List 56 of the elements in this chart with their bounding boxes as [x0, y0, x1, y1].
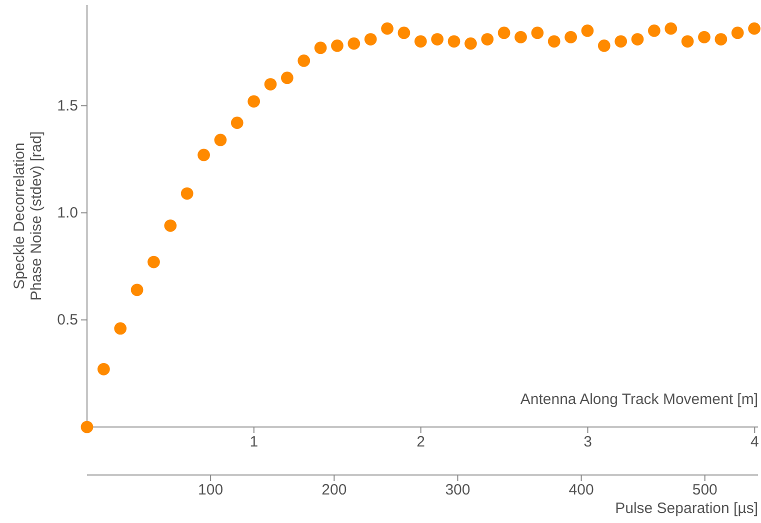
x2-tick-label: 1: [250, 434, 258, 451]
point: [148, 256, 160, 268]
x2-tick-label: 2: [416, 434, 426, 451]
point: [514, 30, 527, 44]
point: [664, 22, 678, 35]
y-tick-label: 0.5: [57, 312, 78, 329]
point: [531, 26, 544, 40]
point: [164, 219, 177, 232]
y-tick-label: 1.0: [57, 204, 78, 222]
point: [214, 134, 227, 146]
point: [281, 72, 294, 84]
point: [464, 37, 477, 50]
point: [548, 35, 560, 48]
point: [731, 26, 744, 40]
point: [448, 35, 460, 48]
x2-tick-label: 4: [750, 434, 759, 451]
point: [130, 284, 144, 296]
point: [264, 78, 277, 90]
point: [714, 33, 728, 46]
point: [648, 24, 660, 37]
point: [431, 33, 444, 46]
point: [614, 35, 628, 48]
point: [180, 187, 194, 200]
point: [414, 35, 427, 48]
x-tick-label: 100: [198, 482, 224, 499]
point: [298, 54, 310, 67]
x2-axis-title: Antenna Along Track Movement [m]: [520, 391, 758, 408]
point: [498, 26, 510, 40]
point: [381, 22, 394, 35]
point: [364, 33, 377, 46]
point: [631, 33, 644, 46]
point: [598, 40, 610, 52]
point: [681, 35, 694, 48]
point: [198, 148, 210, 162]
x-tick-label: 400: [568, 482, 594, 499]
point: [398, 26, 410, 40]
point: [248, 95, 260, 108]
point: [114, 322, 127, 335]
point: [748, 22, 760, 35]
point: [698, 30, 710, 44]
x-tick-label: 500: [692, 482, 718, 499]
x2-tick-label: 3: [584, 434, 592, 451]
point: [581, 24, 594, 37]
point: [98, 362, 110, 376]
x-tick-label: 300: [445, 482, 470, 499]
point: [348, 37, 360, 50]
point: [314, 42, 327, 54]
y-axis-title: Speckle Decorrelation Phase Noise (stdev) [rad]: [11, 131, 45, 301]
x-tick-label: 200: [322, 482, 347, 499]
y-tick-label: 1.5: [57, 97, 78, 114]
point: [331, 40, 344, 52]
point: [481, 33, 494, 46]
x-axis-title: Pulse Separation [µs]: [615, 500, 758, 517]
point: [80, 420, 94, 434]
point: [564, 30, 577, 44]
point: [230, 116, 244, 129]
